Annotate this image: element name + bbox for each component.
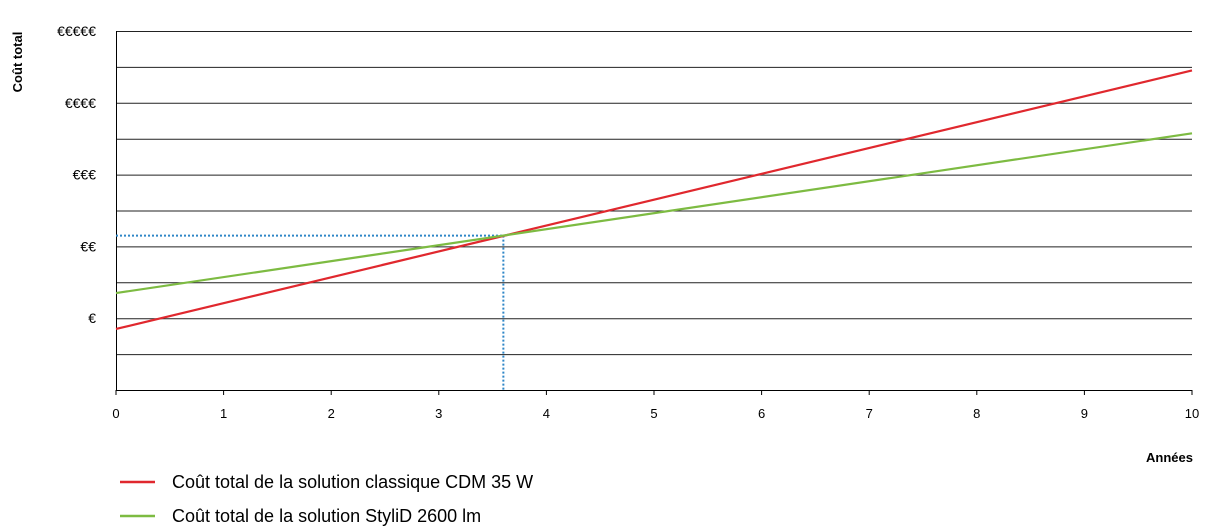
- series-line-1: [115, 69, 1193, 331]
- y-tick-labels: €€€€€€€€€€€€€€€: [57, 23, 96, 326]
- x-tick-label: 6: [758, 406, 765, 421]
- y-tick-label: €€€€: [65, 95, 96, 111]
- x-tick-label: 0: [112, 406, 119, 421]
- crossover-guides: [116, 234, 505, 390]
- x-tick-label: 9: [1081, 406, 1088, 421]
- x-tick-label: 4: [543, 406, 550, 421]
- x-tick-label: 10: [1185, 406, 1199, 421]
- x-tick-label: 3: [435, 406, 442, 421]
- legend-label-2: Coût total de la solution StyliD 2600 lm: [172, 506, 481, 526]
- axes: [115, 31, 1193, 395]
- y-tick-label: €€€€€: [57, 23, 96, 39]
- legend-label-1: Coût total de la solution classique CDM …: [172, 472, 533, 492]
- x-tick-label: 2: [328, 406, 335, 421]
- x-tick-label: 5: [650, 406, 657, 421]
- y-axis-title: Coût total: [10, 32, 25, 93]
- grid-lines: [116, 31, 1192, 356]
- x-tick-label: 8: [973, 406, 980, 421]
- x-tick-labels: 0 1 2 3 4 5 6 7 8 9 10: [112, 406, 1199, 421]
- x-tick-label: 1: [220, 406, 227, 421]
- y-tick-label: €: [88, 310, 96, 326]
- y-tick-label: €€: [80, 238, 96, 254]
- series-line-2: [115, 132, 1193, 295]
- y-tick-label: €€€: [73, 167, 97, 183]
- legend: Coût total de la solution classique CDM …: [120, 472, 533, 526]
- x-axis-title: Années: [1146, 450, 1193, 465]
- x-tick-label: 7: [866, 406, 873, 421]
- series-lines: [115, 69, 1193, 331]
